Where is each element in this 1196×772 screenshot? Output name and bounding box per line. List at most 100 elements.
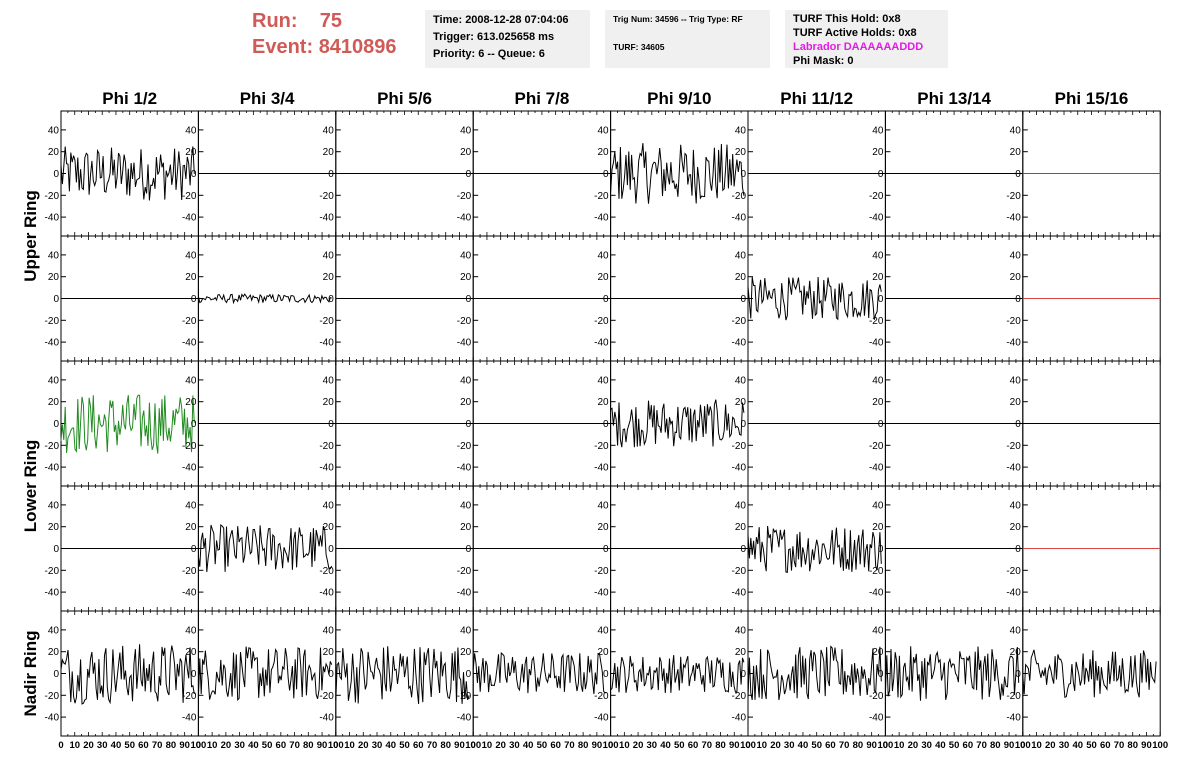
y-tick-label: -40 [182,588,197,599]
y-tick-label: 0 [328,419,334,430]
y-tick-label: 0 [466,294,472,305]
y-tick-label: 0 [466,169,472,180]
panel-frame [747,485,886,612]
column-title: Phi 3/4 [240,89,295,108]
y-tick-label: 40 [735,125,747,136]
x-tick-label: 60 [963,740,974,751]
y-tick-label: -40 [182,213,197,224]
y-tick-label: 20 [185,397,197,408]
y-tick-label: 40 [872,250,884,261]
y-tick-label: 20 [1010,522,1022,533]
x-tick-label: 50 [1086,740,1097,751]
y-tick-label: 20 [185,647,197,658]
y-tick-label: 20 [48,272,60,283]
y-tick-label: -40 [319,713,334,724]
y-tick-label: -20 [1006,191,1021,202]
y-tick-label: -20 [869,691,884,702]
y-tick-label: -20 [457,191,472,202]
x-tick-label: 0 [883,740,888,751]
y-tick-label: 40 [48,625,60,636]
y-tick-label: 20 [597,647,609,658]
x-tick-label: 0 [471,740,476,751]
y-tick-label: 40 [1010,500,1022,511]
waveform-line [60,394,195,454]
x-tick-label: 20 [221,740,232,751]
y-tick-label: 40 [1010,625,1022,636]
x-tick-label: 80 [1127,740,1138,751]
y-tick-label: 20 [1010,272,1022,283]
x-tick-label: 80 [715,740,726,751]
x-tick-label: 80 [853,740,864,751]
y-tick-label: -20 [45,191,60,202]
row-label: Nadir Ring [21,631,40,717]
y-tick-label: 40 [48,250,60,261]
y-tick-label: -40 [457,213,472,224]
y-tick-label: 0 [328,669,334,680]
x-tick-label: 40 [248,740,259,751]
waveform-line [60,146,195,201]
column-title: Phi 11/12 [780,89,853,108]
row-label: Upper Ring [21,190,40,282]
y-tick-label: -20 [457,316,472,327]
y-tick-label: -20 [182,316,197,327]
x-tick-label: 60 [825,740,836,751]
y-tick-label: 20 [48,147,60,158]
y-tick-label: -40 [594,588,609,599]
y-tick-label: 40 [48,125,60,136]
y-tick-label: -20 [319,316,334,327]
labrador-text: Labrador DAAAAAADDD [793,41,924,53]
y-tick-label: 40 [872,125,884,136]
waveform-line [197,524,333,573]
y-tick-label: -20 [594,441,609,452]
y-tick-label: 40 [735,625,747,636]
row-label: Lower Ring [21,440,40,533]
x-tick-label: 60 [688,740,699,751]
x-tick-label: 50 [537,740,548,751]
column-title: Phi 13/14 [917,89,991,108]
x-tick-label: 50 [811,740,822,751]
x-tick-label: 100 [328,740,344,751]
x-tick-label: 0 [745,740,750,751]
y-tick-label: 40 [48,375,60,386]
x-tick-label: 10 [482,740,493,751]
y-tick-label: -40 [869,588,884,599]
y-tick-label: 0 [1015,669,1021,680]
y-tick-label: -40 [594,463,609,474]
y-tick-label: 40 [597,375,609,386]
y-tick-label: 40 [185,125,197,136]
x-tick-label: 30 [784,740,795,751]
x-tick-label: 10 [894,740,905,751]
y-tick-label: 20 [1010,397,1022,408]
y-tick-label: 0 [740,169,746,180]
waveform-line [197,293,332,305]
y-tick-label: 0 [740,294,746,305]
x-tick-label: 20 [1045,740,1056,751]
y-tick-label: 20 [872,647,884,658]
y-tick-label: 40 [460,125,472,136]
y-tick-label: 40 [1010,375,1022,386]
waveform-line [197,646,333,702]
x-tick-label: 60 [1100,740,1111,751]
x-tick-label: 90 [317,740,328,751]
x-tick-label: 10 [756,740,767,751]
y-tick-label: -40 [457,463,472,474]
y-tick-label: 0 [191,294,197,305]
y-tick-label: -20 [732,316,747,327]
y-tick-label: 20 [872,147,884,158]
y-tick-label: 20 [735,522,747,533]
column-title: Phi 1/2 [102,89,157,108]
x-tick-label: 0 [608,740,613,751]
x-tick-label: 30 [372,740,383,751]
panel-frame [60,610,199,737]
y-tick-label: -20 [319,691,334,702]
x-tick-label: 0 [333,740,338,751]
y-tick-label: 20 [460,522,472,533]
y-tick-label: 40 [460,625,472,636]
y-tick-label: -40 [594,713,609,724]
x-tick-label: 90 [729,740,740,751]
trigger-text: Trigger: 613.025658 ms [433,31,555,43]
y-tick-label: 20 [323,522,335,533]
event-label: Event: [252,36,314,58]
y-tick-label: -20 [594,191,609,202]
